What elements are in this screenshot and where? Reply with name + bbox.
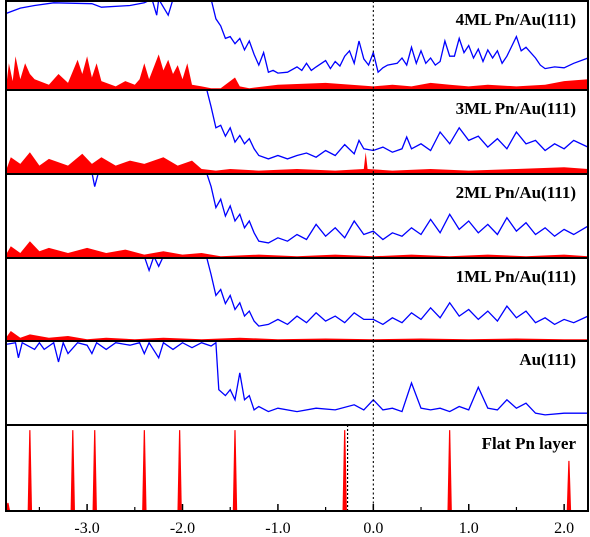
molecule-level-peak — [70, 430, 75, 511]
panel-plot-area — [6, 341, 588, 425]
substrate-dos-line — [91, 174, 588, 244]
molecule-level-peak — [6, 502, 11, 511]
x-axis: -3.0 -2.0 -1.0 0.0 1.0 2.0 — [38, 504, 574, 537]
panel-plot-area — [6, 258, 588, 341]
panel-label: 1ML Pn/Au(111) — [456, 267, 576, 286]
panel-label: Au(111) — [519, 350, 576, 369]
substrate-dos-line — [6, 341, 588, 416]
x-tick-label: -2.0 — [170, 520, 195, 537]
molecule-dos-area — [6, 152, 588, 174]
molecule-dos-area — [6, 54, 588, 90]
panel-plot-area — [6, 90, 588, 174]
x-tick-label: -3.0 — [74, 520, 99, 537]
panel-frame — [5, 340, 589, 426]
panel-au-111: Au(111) — [5, 340, 589, 426]
molecule-level-peak — [27, 430, 33, 511]
molecule-level-peak — [142, 430, 147, 511]
panels-layer: 4ML Pn/Au(111) 3ML Pn/Au(111) 2ML Pn/Au(11… — [5, 0, 589, 512]
panel-label: 3ML Pn/Au(111) — [456, 99, 576, 118]
molecule-level-peak — [177, 430, 182, 511]
molecule-level-peak — [566, 460, 572, 511]
molecule-dos-area — [6, 241, 588, 258]
panel-3ml-pn-au-111: 3ML Pn/Au(111) — [5, 89, 589, 175]
panel-label: 2ML Pn/Au(111) — [456, 183, 576, 202]
substrate-dos-line — [144, 258, 588, 327]
substrate-dos-line — [206, 90, 588, 160]
x-tick-label: -1.0 — [265, 520, 290, 537]
panel-4ml-pn-au-111: 4ML Pn/Au(111) — [5, 0, 589, 91]
panel-1ml-pn-au-111: 1ML Pn/Au(111) — [5, 257, 589, 342]
panel-plot-area — [6, 1, 588, 90]
x-tick-label: 1.0 — [459, 520, 479, 537]
panel-plot-area — [6, 174, 588, 258]
panel-frame — [5, 424, 589, 512]
panel-label: Flat Pn layer — [482, 434, 577, 453]
panel-label: 4ML Pn/Au(111) — [456, 10, 576, 29]
panel-flat-pn-layer: Flat Pn layer — [5, 424, 589, 512]
panel-plot-area — [6, 425, 572, 511]
molecule-level-peak — [232, 430, 238, 511]
panel-2ml-pn-au-111: 2ML Pn/Au(111) — [5, 173, 589, 259]
x-tick-label: 0.0 — [363, 520, 383, 537]
substrate-dos-line — [6, 1, 588, 74]
molecule-level-peak — [92, 430, 97, 511]
molecule-level-peak — [342, 430, 347, 511]
molecule-dos-area — [6, 331, 588, 341]
x-tick-label: 2.0 — [554, 520, 574, 537]
molecule-level-peak — [447, 430, 452, 511]
